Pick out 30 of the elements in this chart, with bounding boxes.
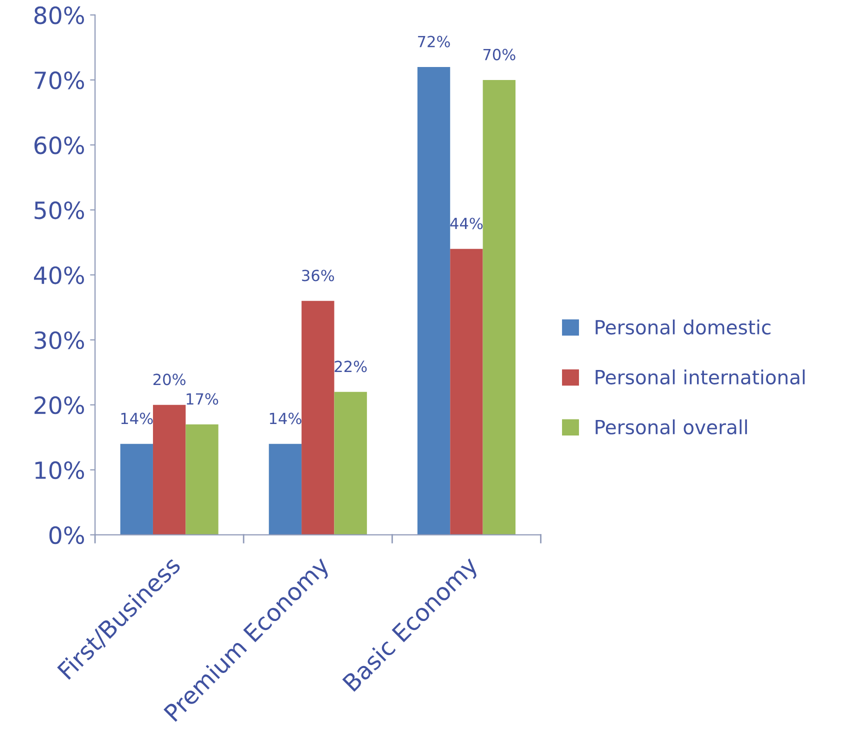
bar bbox=[186, 424, 218, 535]
bar bbox=[268, 444, 302, 535]
y-tick-label: 70% bbox=[34, 71, 84, 90]
bar bbox=[482, 80, 516, 535]
data-label: 72% bbox=[418, 36, 450, 48]
bar bbox=[152, 404, 186, 535]
legend-label: Personal overall bbox=[596, 419, 747, 434]
bar bbox=[450, 248, 483, 535]
data-label: 36% bbox=[302, 270, 334, 282]
data-label: 20% bbox=[153, 374, 186, 386]
y-tick-label: 80% bbox=[34, 6, 84, 24]
data-label: 14% bbox=[270, 412, 302, 424]
y-tick-label: 30% bbox=[34, 331, 84, 350]
data-label: 44% bbox=[450, 218, 483, 230]
bar bbox=[120, 444, 153, 535]
bar bbox=[334, 392, 367, 535]
legend-label: Personal domestic bbox=[596, 320, 770, 335]
y-tick-label: 10% bbox=[35, 461, 84, 480]
y-tick-label: 50% bbox=[34, 201, 84, 220]
y-tick-label: 0% bbox=[49, 526, 84, 544]
data-label: 70% bbox=[483, 48, 516, 60]
y-tick-label: 60% bbox=[34, 136, 84, 154]
data-label: 14% bbox=[121, 412, 153, 424]
y-tick-label: 40% bbox=[34, 266, 84, 284]
data-label: 17% bbox=[186, 393, 218, 405]
bar bbox=[302, 300, 334, 535]
y-tick-label: 20% bbox=[34, 396, 84, 414]
data-label: 22% bbox=[334, 360, 367, 372]
legend-label: Personal international bbox=[596, 369, 805, 385]
bar bbox=[417, 66, 450, 535]
